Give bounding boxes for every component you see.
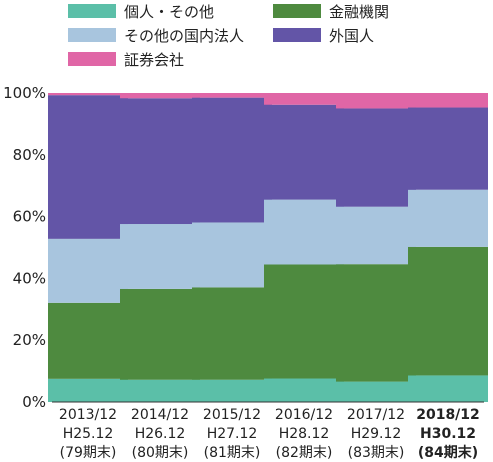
bar-segment (192, 287, 272, 380)
bar-segment (120, 288, 200, 380)
bar-segment (408, 107, 488, 190)
x-tick-label: H30.12 (420, 426, 476, 442)
bar-segment (48, 95, 128, 239)
x-tick-label: 2014/12 (131, 407, 189, 423)
x-tick-label: 2016/12 (275, 407, 333, 423)
bar-segment (264, 378, 344, 402)
bar-segment (264, 199, 344, 265)
x-tick-label: H25.12 (63, 426, 114, 442)
bar-segment (408, 375, 488, 402)
bar-segment (192, 379, 272, 402)
bar-segment (408, 93, 488, 108)
x-tick-label: 2017/12 (347, 407, 405, 423)
legend: 個人・その他 金融機関 その他の国内法人 外国人 証券会社 (0, 0, 493, 80)
bar-segment (264, 264, 344, 379)
y-tick-label: 100% (3, 84, 46, 102)
x-tick-label: (80期末) (132, 445, 189, 461)
x-tick-label: H26.12 (135, 426, 186, 442)
bar-segment (48, 378, 128, 402)
y-tick-label: 80% (13, 146, 46, 164)
legend-swatch-other-domestic-corporations (68, 28, 116, 42)
legend-item-securities-companies: 証券会社 (68, 48, 184, 70)
x-tick-label: H29.12 (351, 426, 402, 442)
bar-segment (336, 93, 416, 109)
x-tick-label: 2015/12 (203, 407, 261, 423)
y-tick-label: 0% (22, 393, 46, 411)
x-tick-label: H27.12 (207, 426, 258, 442)
x-tick-label: (81期末) (204, 445, 261, 461)
x-tick-label: (82期末) (276, 445, 333, 461)
y-tick-label: 20% (13, 331, 46, 349)
bar-segment (336, 264, 416, 382)
bar-segment (192, 222, 272, 288)
bar-segment (120, 224, 200, 289)
bar-segment (336, 381, 416, 402)
bar-segment (408, 246, 488, 376)
x-tick-label: (79期末) (60, 445, 117, 461)
x-tick-label: 2013/12 (59, 407, 117, 423)
bar-segment (192, 93, 272, 98)
bar-segment (48, 93, 128, 96)
x-tick-label: (83期末) (348, 445, 405, 461)
legend-label-securities-companies: 証券会社 (124, 50, 185, 69)
bar-segment (120, 98, 200, 225)
legend-label-other-domestic-corporations: その他の国内法人 (124, 26, 245, 45)
legend-swatch-securities-companies (68, 52, 116, 66)
bar-segment (264, 104, 344, 200)
x-tick-label: H28.12 (279, 426, 330, 442)
bar-segment (120, 379, 200, 402)
y-tick-label: 40% (13, 269, 46, 287)
legend-swatch-individuals (68, 4, 116, 18)
legend-label-foreigners: 外国人 (329, 26, 375, 45)
bar-segment (192, 97, 272, 223)
bar-segment (48, 238, 128, 303)
legend-swatch-financial-institutions (273, 4, 321, 18)
legend-item-other-domestic-corporations: その他の国内法人 (68, 24, 244, 46)
bar-segment (48, 302, 128, 379)
legend-label-financial-institutions: 金融機関 (329, 2, 390, 21)
legend-label-individuals: 個人・その他 (124, 2, 215, 21)
bar-segment (336, 206, 416, 265)
legend-item-financial-institutions: 金融機関 (273, 0, 389, 22)
legend-item-foreigners: 外国人 (273, 24, 374, 46)
legend-item-individuals: 個人・その他 (68, 0, 214, 22)
x-tick-label: (84期末) (418, 444, 478, 461)
x-tick-label: 2018/12 (416, 407, 480, 423)
legend-swatch-foreigners (273, 28, 321, 42)
bar-segment (408, 189, 488, 247)
y-tick-label: 60% (13, 208, 46, 226)
bar-segment (120, 93, 200, 99)
bar-segment (336, 108, 416, 207)
bar-segment (264, 93, 344, 105)
